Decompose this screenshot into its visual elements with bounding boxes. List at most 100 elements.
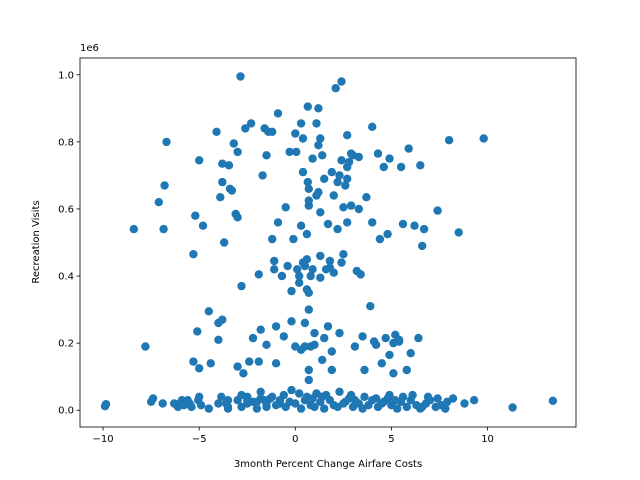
data-point [320,333,329,343]
data-point [354,204,363,214]
data-point [292,147,301,157]
data-point [325,256,335,266]
data-point [268,127,277,136]
data-point [548,396,558,405]
data-point [335,387,344,396]
y-tick-label: 0.6 [58,204,74,215]
data-point [433,206,442,215]
data-point [316,273,325,282]
data-point [233,147,242,157]
data-point [343,218,352,227]
data-point [398,219,408,229]
data-point [337,156,346,165]
data-point [170,399,179,408]
data-point [418,402,427,412]
data-point [296,404,306,413]
data-point [237,281,246,291]
data-point [358,332,367,341]
data-point [350,342,360,351]
data-point [129,224,138,234]
data-point [423,392,433,401]
data-point [302,229,312,239]
data-point [252,404,262,413]
data-point [218,177,227,187]
plot-frame [79,57,577,428]
data-point [375,234,385,244]
data-point [385,154,394,163]
data-point [298,134,308,143]
data-point [379,397,388,406]
data-point [333,177,342,187]
data-point [233,362,242,371]
data-point [371,340,381,349]
data-point [300,261,310,271]
data-point [368,122,377,131]
data-point [271,322,281,331]
data-point [227,186,237,195]
x-axis-ticks: −10 −5 0 5 10 [93,427,494,445]
data-point [343,174,352,183]
data-point [300,342,310,351]
data-point [236,72,245,81]
data-point [214,335,223,344]
data-point [304,196,313,205]
data-point [469,396,479,405]
data-point [270,265,279,274]
data-point [256,387,265,396]
data-point [302,255,312,264]
data-point [260,396,269,405]
data-point [385,390,394,400]
data-point [256,325,265,334]
data-point [329,268,338,277]
data-point [287,286,296,296]
data-point [314,104,323,113]
data-point [346,201,356,210]
data-point [308,154,317,163]
data-point [303,102,312,111]
data-point [204,404,213,413]
data-point [318,392,327,401]
data-point [356,270,365,279]
data-point [224,161,234,170]
data-point [320,404,329,413]
data-point [341,397,350,406]
data-point [160,181,169,190]
data-point [246,119,256,128]
data-point [217,392,226,401]
data-point [239,369,248,378]
data-point [454,228,463,237]
data-point [214,399,223,408]
x-axis-label: 3month Percent Change Airfare Costs [234,459,422,470]
data-point [360,365,369,375]
data-point [433,394,442,403]
y-tick-label: 0.0 [58,406,74,417]
data-point [304,288,313,297]
data-point [308,394,317,403]
data-point [373,149,383,158]
data-point [241,124,250,133]
data-point [327,365,336,375]
data-point [296,221,306,230]
data-point [339,203,348,212]
data-point [329,191,338,200]
data-point [362,193,371,202]
data-point [360,392,369,401]
data-point [229,139,238,148]
data-point [304,365,313,375]
data-point [312,119,321,128]
data-point [314,188,323,197]
data-point [479,134,488,143]
data-point [385,350,394,360]
data-point [196,401,206,410]
data-point [410,221,419,230]
data-point [300,318,310,328]
data-point [204,307,213,316]
data-point [316,251,325,261]
data-point [414,333,423,343]
data-point [327,347,336,356]
y-tick-label: 0.4 [58,272,74,283]
data-point [318,355,327,365]
x-tick-label: −10 [93,434,114,445]
data-point [287,385,296,395]
data-point [223,396,233,405]
